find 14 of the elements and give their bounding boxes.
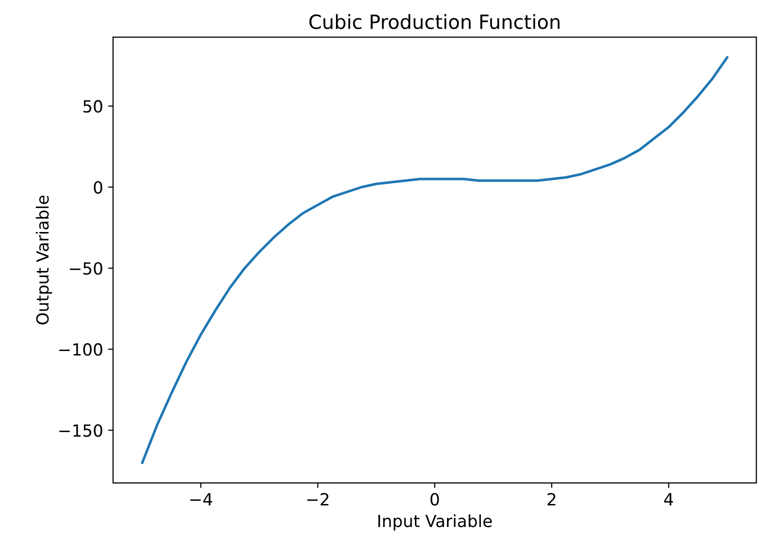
chart-title: Cubic Production Function (309, 14, 560, 30)
x-tick-label: 0 (430, 492, 439, 506)
y-tick-label: −150 (59, 424, 102, 437)
x-tick-label: −4 (190, 493, 212, 506)
x-tick-label: 4 (664, 493, 674, 506)
x-tick-label: 2 (548, 492, 556, 506)
x-tick-label: −2 (307, 492, 328, 506)
y-tick-label: −50 (70, 262, 102, 275)
y-axis-title: Output Variable (36, 196, 52, 324)
x-axis-title: Input Variable (378, 514, 492, 530)
y-tick-label: 50 (83, 100, 102, 113)
y-tick-label: 0 (94, 181, 102, 194)
line-series (141, 56, 728, 464)
y-tick-label: −100 (59, 343, 102, 356)
